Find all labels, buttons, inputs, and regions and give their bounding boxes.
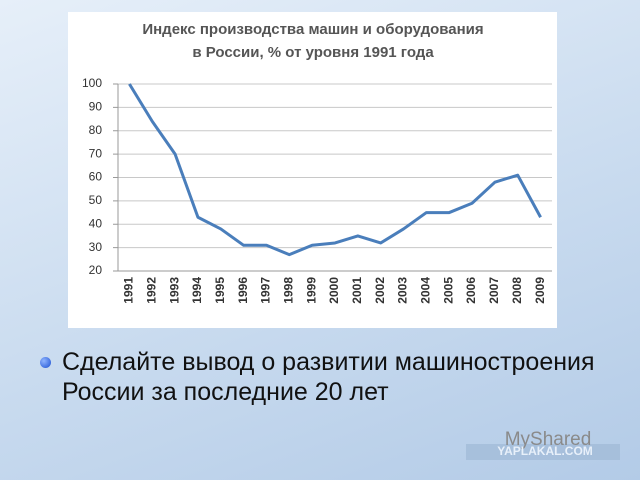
x-tick-label: 1995 <box>213 277 227 304</box>
x-tick-label: 1999 <box>304 277 318 304</box>
x-tick-label: 2006 <box>464 277 478 304</box>
y-tick-label: 50 <box>89 193 103 207</box>
watermark: MyShared <box>505 429 592 450</box>
y-tick-label: 20 <box>89 263 103 277</box>
chart-title: Индекс производства машин и оборудования <box>142 21 483 38</box>
x-tick-label: 2007 <box>487 277 501 304</box>
x-tick-label: 2005 <box>441 277 455 304</box>
x-tick-label: 1993 <box>167 277 181 304</box>
y-tick-label: 60 <box>89 170 103 184</box>
x-tick-label: 2009 <box>533 277 547 304</box>
y-tick-label: 30 <box>89 240 103 254</box>
x-tick-label: 2000 <box>327 277 341 304</box>
x-tick-label: 1996 <box>236 277 250 304</box>
x-tick-label: 1992 <box>144 277 158 304</box>
x-tick-label: 2004 <box>419 277 433 304</box>
y-tick-label: 70 <box>89 146 103 160</box>
x-tick-label: 2001 <box>350 277 364 304</box>
x-tick-label: 1994 <box>190 277 204 304</box>
y-tick-label: 100 <box>82 76 102 90</box>
y-tick-label: 40 <box>89 216 103 230</box>
y-tick-label: 80 <box>89 123 103 137</box>
line <box>128 83 542 257</box>
bullet-text: Сделайте вывод о развитии машиностроения… <box>62 348 595 406</box>
x-tick-label: 2003 <box>396 277 410 304</box>
x-tick-label: 2002 <box>373 277 387 304</box>
x-tick-label: 1998 <box>281 277 295 304</box>
x-tick-label: 1991 <box>122 277 136 304</box>
watermark: YAPLAKAL.COM <box>497 444 593 458</box>
x-tick-label: 1997 <box>259 277 273 304</box>
chart-panel <box>68 12 557 328</box>
watermark-strip <box>466 444 620 460</box>
x-tick-label: 2008 <box>510 277 524 304</box>
chart-subtitle: в России, % от уровня 1991 года <box>192 44 434 61</box>
y-tick-label: 90 <box>89 100 103 114</box>
bullet-marker <box>40 357 51 368</box>
